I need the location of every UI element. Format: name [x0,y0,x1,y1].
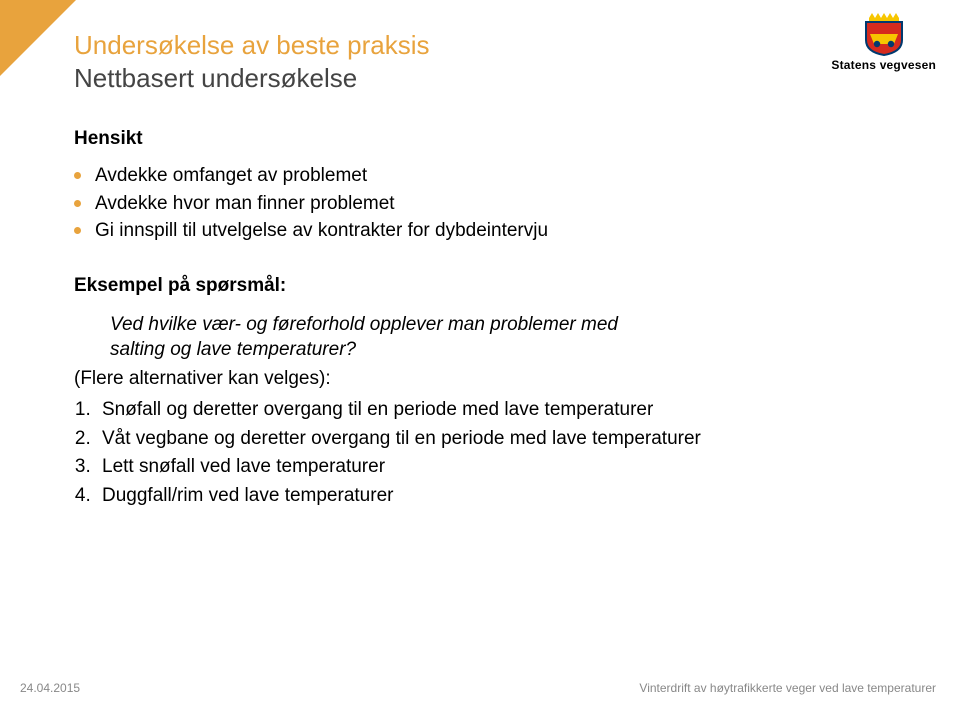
section-heading-eksempel: Eksempel på spørsmål: [74,275,900,297]
list-item: Avdekke hvor man finner problemet [74,190,900,218]
corner-triangle [0,0,76,76]
bullet-text: Avdekke omfanget av problemet [95,162,367,190]
question-note: (Flere alternativer kan velges): [74,368,900,390]
list-item: Snøfall og deretter overgang til en peri… [96,396,900,425]
bullet-dot-icon [74,200,81,207]
list-item: Våt vegbane og deretter overgang til en … [96,425,900,454]
question-line-1: Ved hvilke vær- og føreforhold opplever … [110,313,900,338]
option-text: Snøfall og deretter overgang til en peri… [102,399,653,420]
list-item: Avdekke omfanget av problemet [74,162,900,190]
bullet-list-hensikt: Avdekke omfanget av problemet Avdekke hv… [74,162,900,245]
option-text: Våt vegbane og deretter overgang til en … [102,428,701,449]
bullet-dot-icon [74,172,81,179]
question-line-2: salting og lave temperaturer? [110,338,900,363]
option-text: Duggfall/rim ved lave temperaturer [102,485,393,506]
slide: Statens vegvesen Undersøkelse av beste p… [0,0,960,709]
bullet-text: Gi innspill til utvelgelse av kontrakter… [95,217,548,245]
bullet-text: Avdekke hvor man finner problemet [95,190,395,218]
title-line-1: Undersøkelse av beste praksis [74,30,900,61]
content-area: Undersøkelse av beste praksis Nettbasert… [74,30,900,510]
footer-date: 24.04.2015 [20,681,80,695]
option-text: Lett snøfall ved lave temperaturer [102,456,385,477]
numbered-options: Snøfall og deretter overgang til en peri… [74,396,900,510]
list-item: Duggfall/rim ved lave temperaturer [96,482,900,511]
list-item: Lett snøfall ved lave temperaturer [96,453,900,482]
title-line-2: Nettbasert undersøkelse [74,63,900,94]
list-item: Gi innspill til utvelgelse av kontrakter… [74,217,900,245]
footer-title: Vinterdrift av høytrafikkerte veger ved … [639,681,936,695]
footer: 24.04.2015 Vinterdrift av høytrafikkerte… [20,681,936,695]
bullet-dot-icon [74,227,81,234]
section-heading-hensikt: Hensikt [74,128,900,150]
